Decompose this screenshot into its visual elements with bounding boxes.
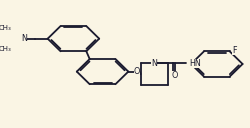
Text: N: N — [151, 59, 157, 68]
Text: CH₃: CH₃ — [0, 25, 12, 31]
Text: N: N — [21, 34, 27, 43]
Text: CH₃: CH₃ — [0, 46, 12, 52]
Text: O: O — [172, 71, 178, 79]
Text: F: F — [232, 46, 237, 55]
Text: HN: HN — [189, 59, 201, 68]
Text: O: O — [134, 67, 140, 76]
